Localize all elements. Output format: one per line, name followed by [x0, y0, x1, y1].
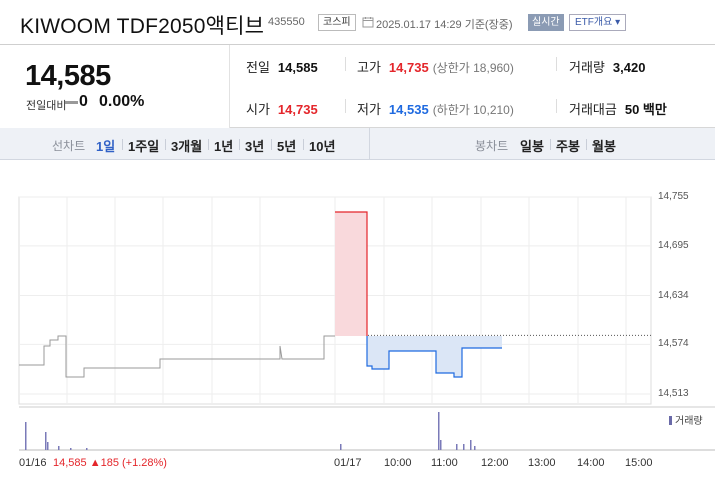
- volume-bar-0: [25, 422, 27, 450]
- up-price-line: [335, 211, 368, 336]
- x-tick-label: 01/17: [334, 457, 362, 469]
- flat-change-icon: [65, 101, 78, 104]
- volume-bar-6: [340, 444, 342, 450]
- x-tick-label: 10:00: [384, 457, 412, 469]
- market-badge: 코스피: [318, 14, 356, 31]
- volume-bar-5: [86, 448, 88, 450]
- quote-summary: 14,585 전일대비 0 0.00% 전일 14,585 고가 14,735 (상한…: [0, 44, 715, 128]
- volume-bar-8: [440, 440, 442, 450]
- candle-tab-2[interactable]: 월봉: [592, 139, 616, 154]
- change-percent: 0.00%: [99, 93, 145, 110]
- period-tab-3[interactable]: 1년: [214, 139, 234, 154]
- period-tab-2[interactable]: 3개월: [171, 139, 203, 154]
- volume-legend-icon: [669, 416, 672, 425]
- volume-bar-11: [470, 440, 472, 450]
- x-tick-label: 12:00: [481, 457, 509, 469]
- y-tick-label: 14,695: [658, 239, 689, 251]
- intraday-chart: 14,755 14,695 14,634 14,574 14,513 01/16 01/1…: [0, 160, 715, 487]
- low-price: 저가 14,535 (하한가 10,210): [357, 102, 514, 117]
- period-tab-4[interactable]: 3년: [245, 139, 265, 154]
- trade-value: 거래대금 50 백만: [569, 102, 667, 117]
- y-tick-label: 14,755: [658, 191, 689, 202]
- candle-tab-1[interactable]: 주봉: [556, 139, 580, 154]
- y-tick-label: 14,634: [658, 289, 689, 301]
- prev-day-line: [19, 335, 335, 378]
- chart-toolbar: 선차트 1일 1주일 3개월 1년 3년 5년 10년 봉차트 일봉 주봉 월봉: [0, 128, 715, 160]
- volume-legend: 거래량: [669, 412, 703, 427]
- period-tab-0[interactable]: 1일: [96, 139, 116, 154]
- etf-overview-dropdown[interactable]: ETF개요 ▾: [569, 14, 627, 31]
- volume-bar-10: [463, 444, 465, 450]
- realtime-button[interactable]: 실시간: [528, 14, 564, 31]
- stock-name: KIWOOM TDF2050액티브: [20, 15, 265, 38]
- y-tick-label: 14,574: [658, 338, 689, 350]
- stock-header: KIWOOM TDF2050액티브 435550 코스피 2025.01.17 …: [0, 0, 715, 44]
- change-label: 전일대비: [26, 100, 67, 112]
- down-price-line: [366, 336, 502, 378]
- period-tab-5[interactable]: 5년: [277, 139, 297, 154]
- y-tick-label: 14,513: [658, 388, 689, 399]
- volume-bar-1: [45, 432, 47, 450]
- up-fill-area: [335, 212, 367, 336]
- line-chart-label: 선차트: [52, 139, 86, 153]
- volume-bar-4: [70, 448, 72, 450]
- x-tick-label: 13:00: [528, 457, 556, 469]
- quote-datetime: 2025.01.17 14:29 기준(장중): [376, 19, 513, 31]
- volume-bar-9: [456, 444, 458, 450]
- candle-tab-0[interactable]: 일봉: [520, 139, 544, 154]
- volume-bar-12: [474, 446, 476, 450]
- prev-day-price: 14,585 ▲185 (+1.28%): [53, 457, 167, 469]
- x-tick-label: 15:00: [625, 457, 653, 469]
- x-tick-label: 14:00: [577, 457, 605, 469]
- volume-bar-7: [438, 412, 440, 450]
- down-fill-area: [367, 336, 502, 377]
- stock-code: 435550: [268, 16, 305, 28]
- current-price: 14,585: [25, 60, 111, 92]
- candle-chart-label: 봉차트: [475, 139, 509, 153]
- change-value: 0: [79, 93, 88, 110]
- period-tab-6[interactable]: 10년: [309, 139, 336, 154]
- price-chart-svg: [18, 196, 715, 451]
- volume: 거래량 3,420: [569, 60, 646, 75]
- current-price-box: 14,585 전일대비 0 0.00%: [0, 45, 230, 128]
- volume-bar-2: [47, 442, 49, 450]
- open-price: 시가 14,735: [246, 102, 318, 117]
- period-tab-1[interactable]: 1주일: [128, 139, 160, 154]
- calendar-icon: [362, 17, 374, 28]
- high-price: 고가 14,735 (상한가 18,960): [357, 60, 514, 75]
- prev-close: 전일 14,585: [246, 60, 318, 75]
- x-tick-label: 11:00: [431, 457, 458, 469]
- x-tick-label: 01/16: [19, 457, 47, 469]
- volume-bar-3: [58, 446, 60, 450]
